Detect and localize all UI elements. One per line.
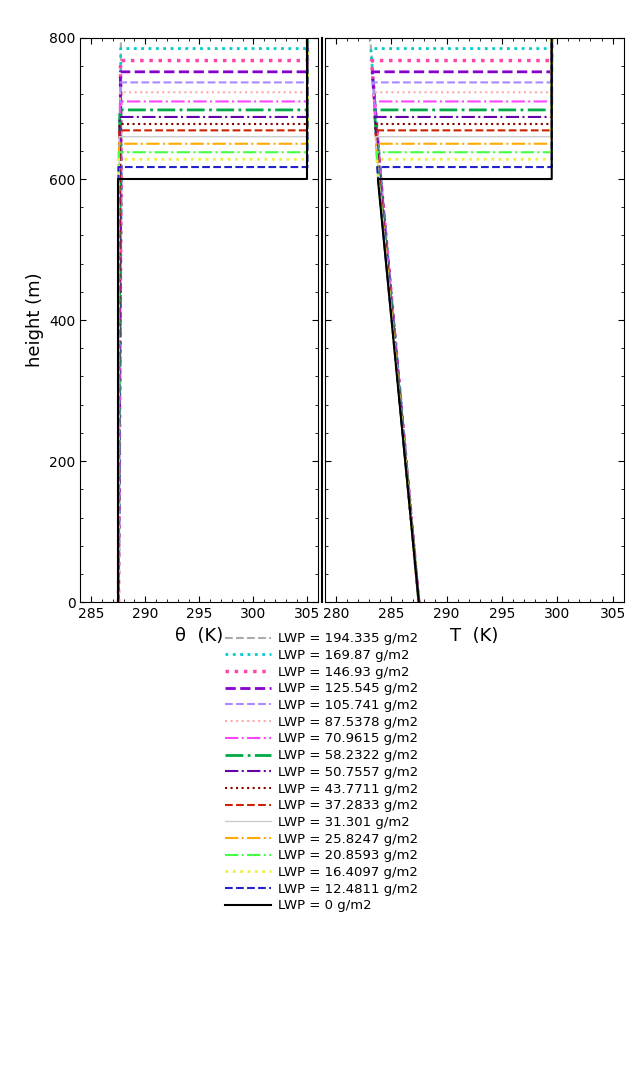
Legend: LWP = 194.335 g/m2, LWP = 169.87 g/m2, LWP = 146.93 g/m2, LWP = 125.545 g/m2, LW: LWP = 194.335 g/m2, LWP = 169.87 g/m2, L… — [220, 627, 423, 918]
X-axis label: T  (K): T (K) — [450, 627, 498, 644]
X-axis label: θ  (K): θ (K) — [175, 627, 224, 644]
Y-axis label: height (m): height (m) — [26, 272, 44, 368]
